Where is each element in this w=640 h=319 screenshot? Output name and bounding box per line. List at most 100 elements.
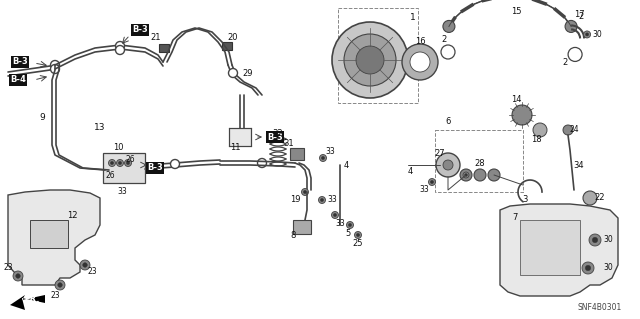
- Circle shape: [58, 283, 62, 287]
- Text: SNF4B0301: SNF4B0301: [578, 303, 622, 313]
- Text: 33: 33: [419, 186, 429, 195]
- Text: 30: 30: [603, 235, 613, 244]
- Circle shape: [355, 232, 362, 239]
- Circle shape: [321, 198, 324, 202]
- Circle shape: [319, 154, 326, 161]
- Circle shape: [127, 161, 129, 165]
- Text: 18: 18: [531, 136, 541, 145]
- Text: B-3: B-3: [12, 57, 28, 66]
- Bar: [103, 153, 145, 183]
- Circle shape: [589, 234, 601, 246]
- Circle shape: [109, 160, 115, 167]
- Text: 4: 4: [408, 167, 413, 176]
- Text: 33: 33: [325, 147, 335, 157]
- Circle shape: [356, 46, 384, 74]
- Circle shape: [582, 262, 594, 274]
- Text: 6: 6: [445, 117, 451, 127]
- Circle shape: [16, 274, 20, 278]
- Circle shape: [170, 160, 179, 168]
- Circle shape: [436, 153, 460, 177]
- Text: 17: 17: [574, 10, 584, 19]
- Text: 24: 24: [569, 125, 579, 135]
- Text: 20: 20: [228, 33, 238, 42]
- Text: 33: 33: [327, 196, 337, 204]
- Text: 30: 30: [603, 263, 613, 272]
- Text: 16: 16: [415, 38, 426, 47]
- Text: 33: 33: [117, 188, 127, 197]
- Text: B-3: B-3: [267, 132, 283, 142]
- Circle shape: [443, 20, 455, 33]
- Circle shape: [586, 265, 591, 271]
- Circle shape: [410, 52, 430, 72]
- Circle shape: [257, 159, 266, 167]
- Circle shape: [565, 20, 577, 33]
- Text: 2: 2: [442, 35, 447, 44]
- Circle shape: [356, 234, 360, 237]
- Text: B-3: B-3: [132, 26, 148, 34]
- Text: 22: 22: [595, 194, 605, 203]
- Circle shape: [474, 169, 486, 181]
- Text: 34: 34: [573, 160, 584, 169]
- Circle shape: [431, 181, 433, 183]
- Text: 23: 23: [87, 268, 97, 277]
- Polygon shape: [10, 295, 45, 310]
- Circle shape: [332, 211, 339, 219]
- Circle shape: [460, 169, 472, 181]
- Text: FR.: FR.: [24, 294, 40, 303]
- Circle shape: [118, 161, 122, 165]
- Circle shape: [586, 33, 589, 36]
- Text: B-3: B-3: [147, 164, 163, 173]
- Bar: [520, 220, 580, 275]
- Bar: [435, 130, 523, 192]
- Circle shape: [583, 191, 597, 205]
- Text: 31: 31: [284, 138, 294, 147]
- Circle shape: [51, 64, 60, 73]
- Text: 3: 3: [522, 196, 528, 204]
- Circle shape: [533, 123, 547, 137]
- Circle shape: [116, 160, 124, 167]
- Text: 33: 33: [335, 219, 345, 228]
- Text: 19: 19: [290, 196, 300, 204]
- Text: 10: 10: [113, 144, 124, 152]
- Text: 15: 15: [511, 8, 521, 17]
- Circle shape: [488, 169, 500, 181]
- Text: 2: 2: [579, 12, 584, 21]
- Circle shape: [592, 237, 598, 243]
- Circle shape: [512, 105, 532, 125]
- Text: 21: 21: [151, 33, 161, 42]
- Text: 28: 28: [475, 159, 485, 167]
- Text: 12: 12: [67, 211, 77, 219]
- Circle shape: [301, 189, 308, 196]
- Circle shape: [346, 221, 353, 228]
- Circle shape: [333, 213, 337, 217]
- Text: 1: 1: [410, 13, 416, 23]
- Circle shape: [111, 161, 113, 165]
- Circle shape: [303, 190, 307, 194]
- Circle shape: [83, 263, 87, 267]
- Circle shape: [348, 223, 351, 226]
- Text: 7: 7: [512, 213, 518, 222]
- Circle shape: [115, 41, 125, 50]
- Text: 23: 23: [50, 291, 60, 300]
- Circle shape: [80, 260, 90, 270]
- Circle shape: [402, 44, 438, 80]
- Circle shape: [51, 61, 60, 70]
- Bar: [222, 42, 232, 50]
- Text: 13: 13: [94, 123, 106, 132]
- Circle shape: [429, 179, 435, 186]
- Text: 26: 26: [105, 170, 115, 180]
- Circle shape: [125, 160, 131, 167]
- Circle shape: [463, 172, 469, 178]
- Bar: [290, 148, 304, 160]
- Text: 2: 2: [563, 58, 568, 67]
- Bar: [229, 128, 251, 146]
- Text: 29: 29: [243, 69, 253, 78]
- Text: 32: 32: [273, 129, 284, 137]
- Text: 4: 4: [344, 160, 349, 169]
- Text: 25: 25: [353, 240, 364, 249]
- Bar: [159, 44, 169, 52]
- Text: B-4: B-4: [10, 76, 26, 85]
- Text: 26: 26: [125, 155, 135, 165]
- Text: 9: 9: [39, 114, 45, 122]
- Circle shape: [443, 160, 453, 170]
